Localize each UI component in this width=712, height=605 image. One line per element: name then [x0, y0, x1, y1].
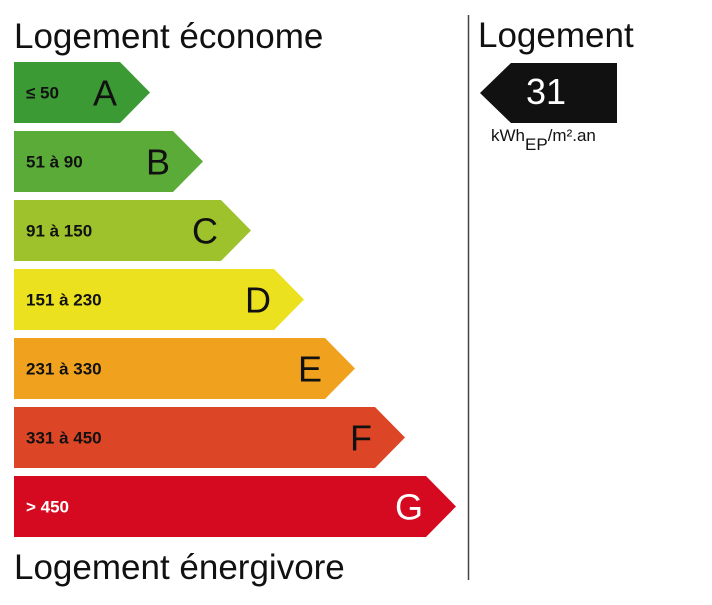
- class-bar: [14, 338, 355, 399]
- class-bar: [14, 200, 251, 261]
- class-range: 51 à 90: [26, 153, 83, 172]
- class-letter: B: [146, 142, 170, 183]
- class-range: 331 à 450: [26, 429, 102, 448]
- header-title: Logement économe: [14, 17, 323, 56]
- unit-sub: EP: [525, 135, 548, 154]
- value-arrow: [480, 63, 617, 123]
- unit-rest: /m².an: [548, 126, 596, 145]
- class-letter: G: [395, 487, 423, 528]
- class-range: 91 à 150: [26, 222, 92, 241]
- class-letter: E: [298, 349, 322, 390]
- class-range: > 450: [26, 498, 69, 517]
- classes: ≤ 50 A 51 à 90 B 91 à 150 C 151 à 230 D 231 à 33…: [14, 62, 456, 537]
- class-letter: A: [93, 73, 117, 114]
- class-range: ≤ 50: [26, 84, 59, 103]
- class-range: 151 à 230: [26, 291, 102, 310]
- class-bar: [14, 269, 304, 330]
- class-letter: D: [245, 280, 271, 321]
- value: 31: [526, 71, 566, 112]
- class-letter: F: [350, 418, 372, 459]
- class-letter: C: [192, 211, 218, 252]
- unit-main: kWh: [491, 126, 525, 145]
- class-bar: [14, 476, 456, 537]
- class-range: 231 à 330: [26, 360, 102, 379]
- unit: kWhEP/m².an: [491, 126, 596, 154]
- footer-title: Logement énergivore: [14, 548, 345, 587]
- class-bar: [14, 62, 150, 123]
- class-bar: [14, 407, 405, 468]
- panel-title: Logement: [478, 16, 634, 55]
- class-bar: [14, 131, 203, 192]
